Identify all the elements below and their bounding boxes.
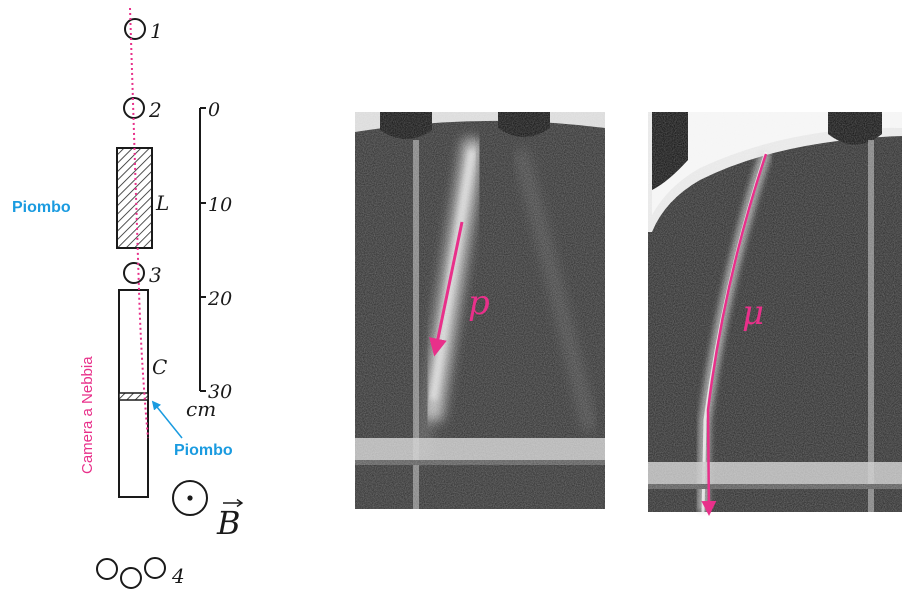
- scale-tick-0: 0: [208, 99, 220, 121]
- cloud-chamber-photo-muon: μ: [648, 112, 902, 516]
- counter-4-label: 4: [171, 564, 185, 588]
- scale-tick-30: 30: [208, 381, 232, 403]
- field-symbol: B: [216, 504, 241, 542]
- counter-3-label: 3: [149, 263, 162, 287]
- field-out-of-page-icon: [172, 480, 208, 516]
- counter-1: [124, 18, 146, 40]
- scale-tick-20: 20: [207, 288, 232, 310]
- lead-pointer-arrow: [151, 400, 183, 439]
- counter-2-label: 2: [148, 98, 162, 122]
- counter-3: [123, 262, 145, 284]
- lead-label-top: Piombo: [12, 199, 71, 216]
- muon-track-arrow: [701, 153, 768, 516]
- muon-label: μ: [742, 293, 764, 333]
- apparatus-schematic: 1 2 L 3 C 4 0 10 20 30: [12, 7, 244, 589]
- lead-label-bottom: Piombo: [174, 442, 233, 459]
- proton-label: p: [468, 283, 490, 323]
- scale-bar: 0 10 20 30 cm: [186, 99, 232, 421]
- counter-4a: [96, 558, 118, 580]
- cloud-chamber-label: Camera a Nebbia: [79, 356, 96, 474]
- counter-1-label: 1: [150, 19, 163, 43]
- chamber-label: C: [152, 355, 167, 379]
- proton-track-arrow: [429, 221, 464, 357]
- scale-tick-10: 10: [208, 194, 232, 216]
- particle-trajectory: [129, 7, 149, 439]
- chamber-lead-plate: [118, 392, 149, 401]
- cloud-chamber-photo-proton: p: [355, 112, 605, 509]
- absorber-label: L: [155, 191, 169, 215]
- scale-unit: cm: [186, 397, 216, 421]
- counter-4b: [120, 567, 142, 589]
- counter-4c: [144, 557, 166, 579]
